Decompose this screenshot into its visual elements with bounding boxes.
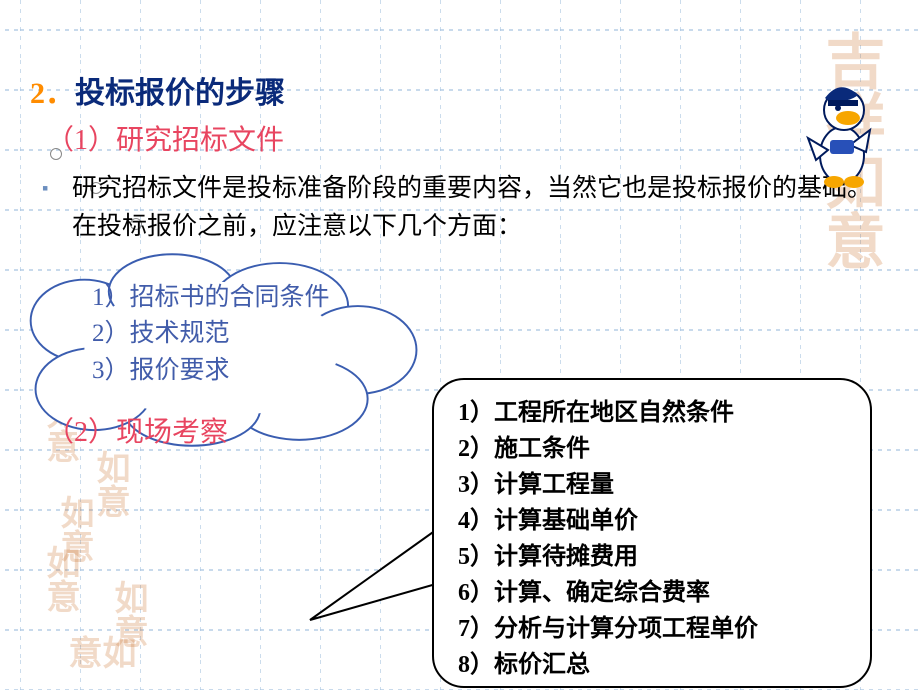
bubble-list: 1）工程所在地区自然条件 2）施工条件 3）计算工程量 4）计算基础单价 5）计… [458,395,758,683]
subheading-1-text: 研究招标文件 [116,125,284,156]
donald-duck-icon [800,80,890,190]
cloud-item-2: 2）技术规范 [92,316,392,352]
bullet-square-icon: ▪ [42,178,48,199]
heading-main: 2．投标报价的步骤 [30,68,285,112]
paragraph-body: 研究招标文件是投标准备阶段的重要内容，当然它也是投标报价的基础。在投标报价之前，… [72,170,872,245]
bubble-item-2: 2）施工条件 [458,431,758,467]
bubble-item-6: 6）计算、确定综合费率 [458,575,758,611]
subheading-1: （1）研究招标文件 [46,118,284,158]
cloud-item-1: 1）招标书的合同条件 [92,280,392,316]
heading-text: 投标报价的步骤 [75,77,285,110]
cloud-item-3: 3）报价要求 [92,353,392,389]
subheading-2: （2）现场考察 [46,410,228,450]
cloud-list: 1）招标书的合同条件 2）技术规范 3）报价要求 [92,280,392,389]
bubble-item-7: 7）分析与计算分项工程单价 [458,611,758,647]
bubble-item-5: 5）计算待摊费用 [458,539,758,575]
bubble-item-1: 1）工程所在地区自然条件 [458,395,758,431]
bubble-item-4: 4）计算基础单价 [458,503,758,539]
bubble-item-3: 3）计算工程量 [458,467,758,503]
subheading-1-num: （1） [46,125,116,156]
subheading-2-num: （2） [46,417,116,448]
bubble-item-8: 8）标价汇总 [458,647,758,683]
heading-number: 2． [30,77,75,110]
subheading-2-text: 现场考察 [116,417,228,448]
